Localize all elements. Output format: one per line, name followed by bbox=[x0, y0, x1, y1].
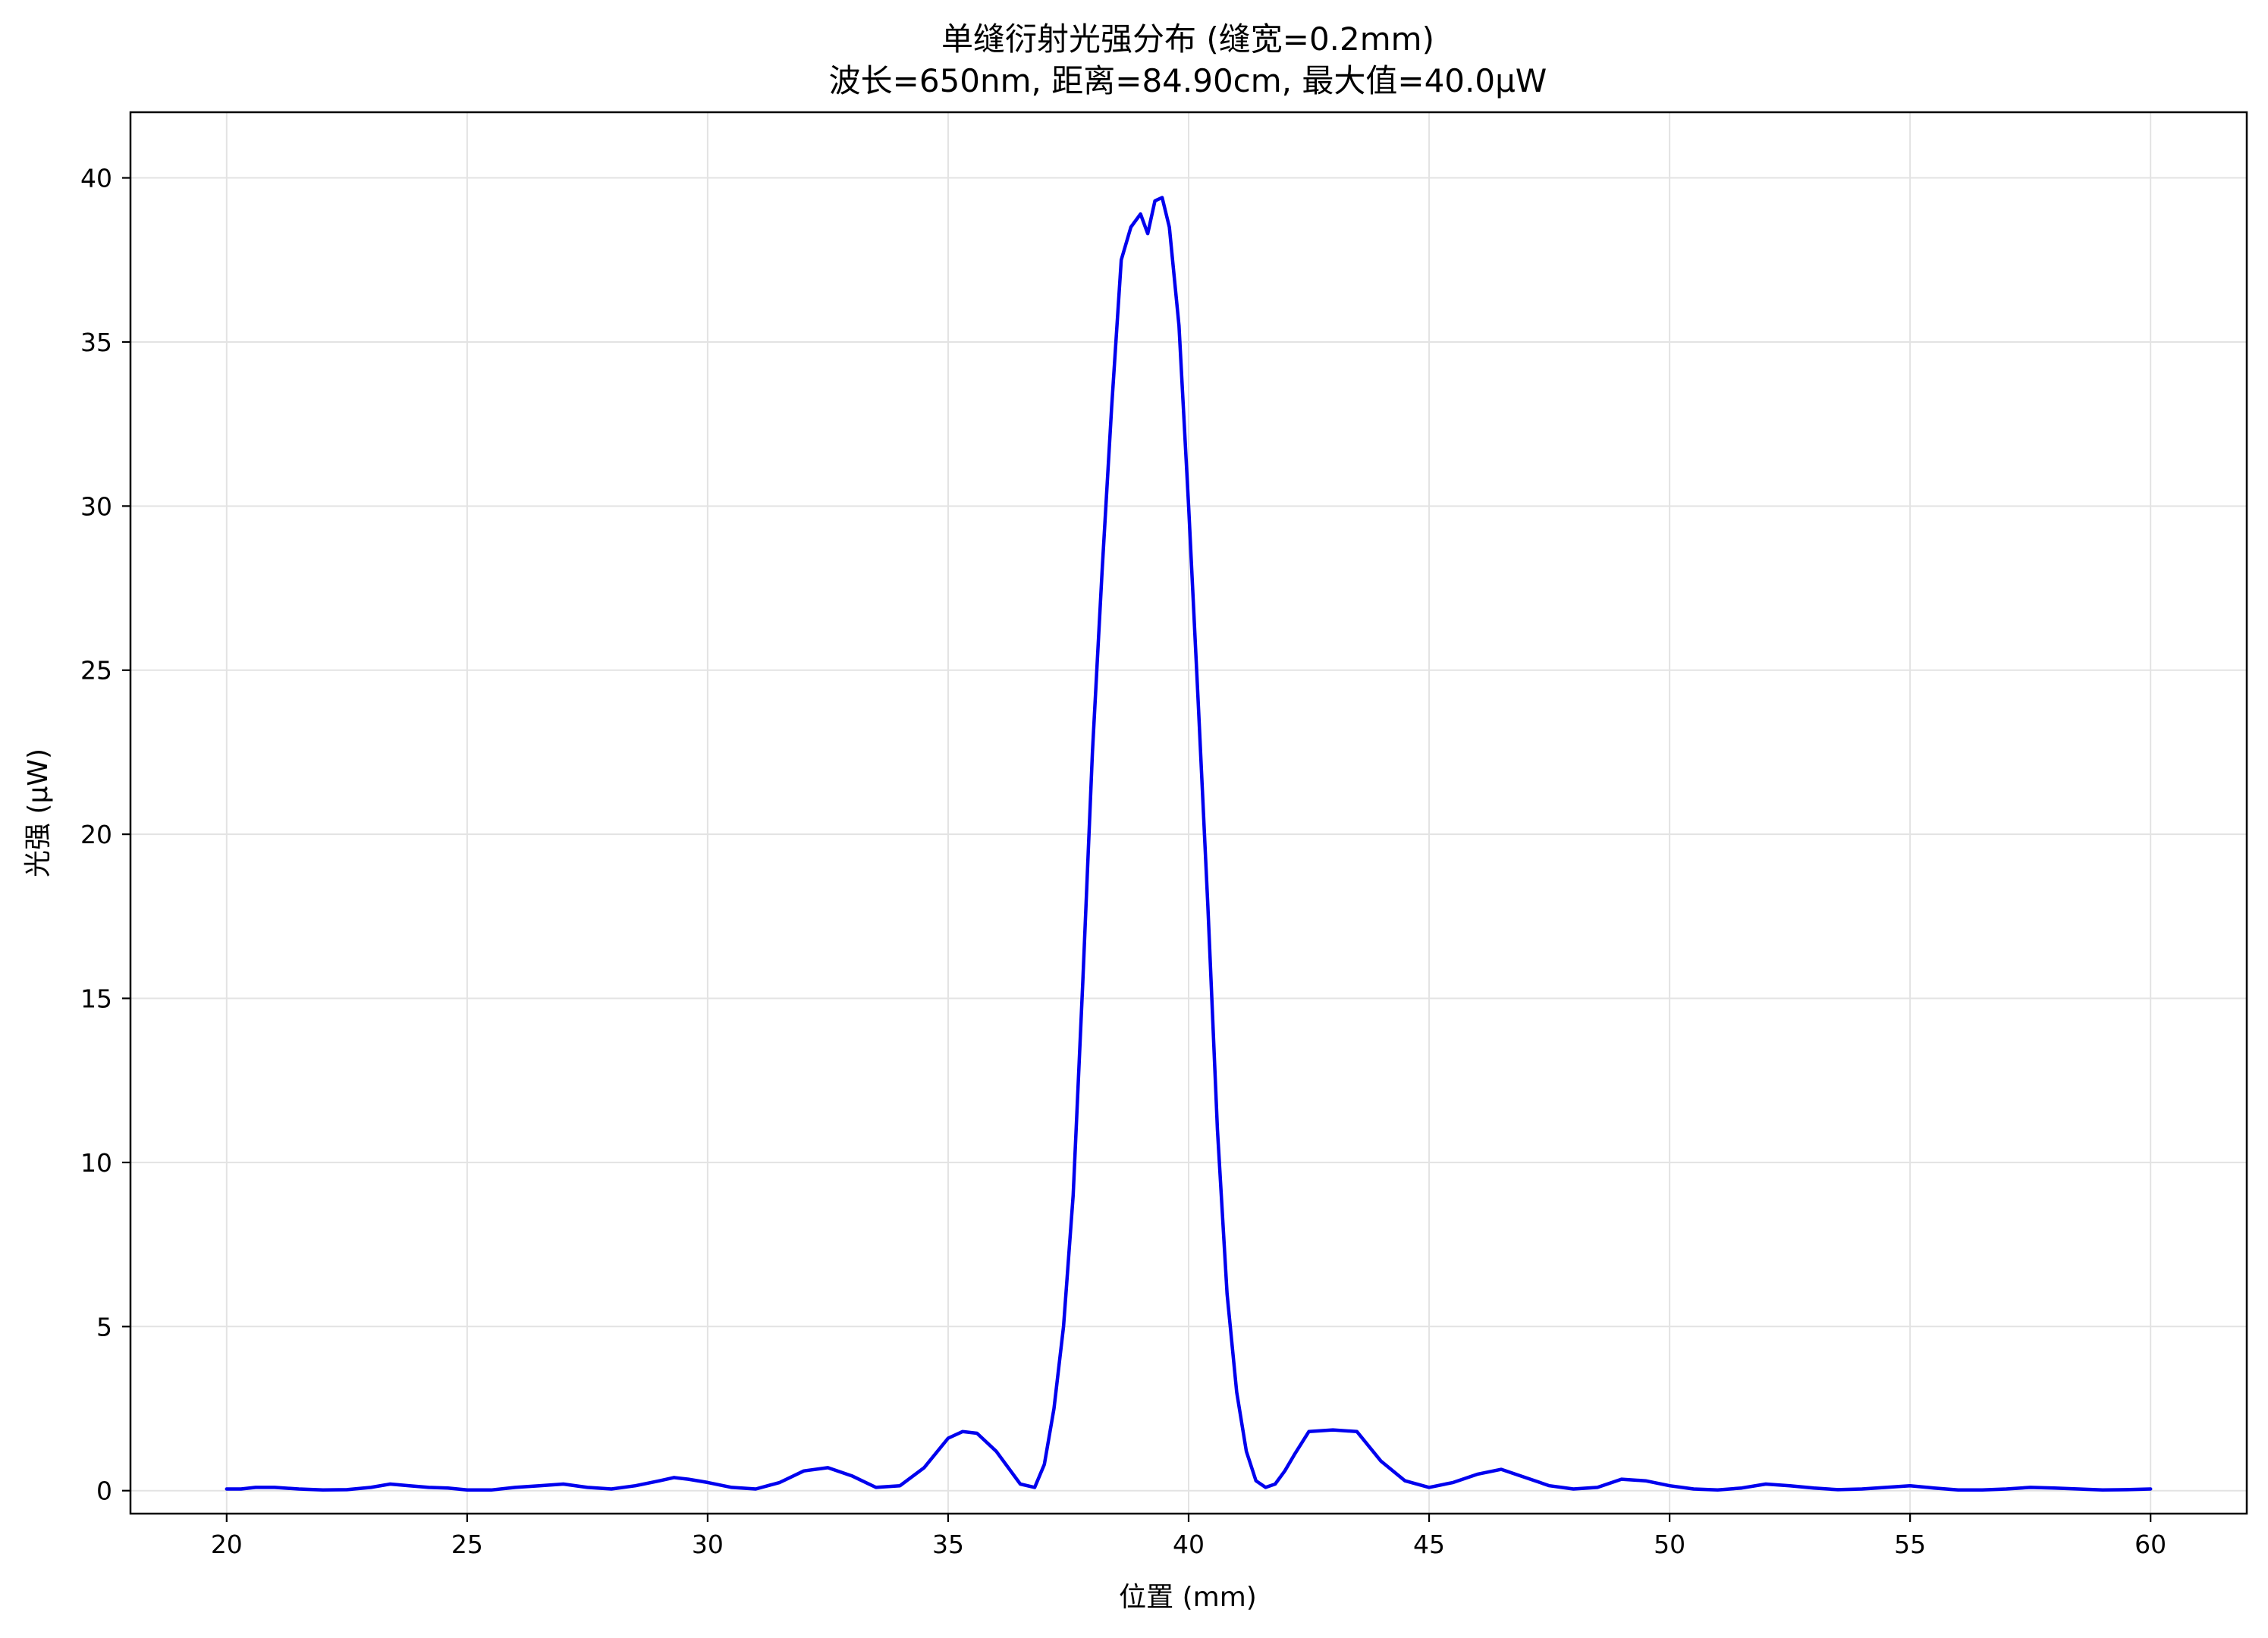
x-tick-label: 50 bbox=[1654, 1530, 1685, 1559]
x-tick-label: 25 bbox=[451, 1530, 483, 1559]
x-tick-label: 40 bbox=[1173, 1530, 1205, 1559]
chart-title-line2: 波长=650nm, 距离=84.90cm, 最大值=40.0μW bbox=[829, 62, 1547, 99]
y-tick-label: 20 bbox=[80, 820, 112, 849]
x-tick-label: 35 bbox=[932, 1530, 964, 1559]
y-tick-label: 15 bbox=[80, 984, 112, 1014]
y-axis-label: 光强 (μW) bbox=[23, 748, 54, 877]
tick-layer: 20 25 30 35 40 45 50 55 60 0 5 10 15 20 25 30 35 40 bbox=[80, 164, 2166, 1559]
x-axis-label: 位置 (mm) bbox=[1119, 1582, 1257, 1613]
x-tick-label: 60 bbox=[2134, 1530, 2166, 1559]
y-tick-label: 0 bbox=[96, 1476, 112, 1506]
y-tick-label: 30 bbox=[80, 491, 112, 521]
y-tick-label: 35 bbox=[80, 328, 112, 357]
plot-frame bbox=[129, 111, 2248, 1515]
y-tick-label: 10 bbox=[80, 1148, 112, 1178]
plot-layer bbox=[225, 196, 2153, 1492]
x-tick-label: 45 bbox=[1413, 1530, 1445, 1559]
chart-title-line1: 单缝衍射光强分布 (缝宽=0.2mm) bbox=[941, 20, 1434, 58]
grid-layer bbox=[130, 112, 2247, 1514]
x-tick-label: 20 bbox=[211, 1530, 243, 1559]
y-tick-label: 5 bbox=[96, 1312, 112, 1341]
y-tick-label: 25 bbox=[80, 656, 112, 686]
intensity-series-line bbox=[225, 196, 2153, 1492]
y-tick-label: 40 bbox=[80, 164, 112, 193]
x-tick-label: 30 bbox=[692, 1530, 724, 1559]
x-tick-label: 55 bbox=[1894, 1530, 1926, 1559]
